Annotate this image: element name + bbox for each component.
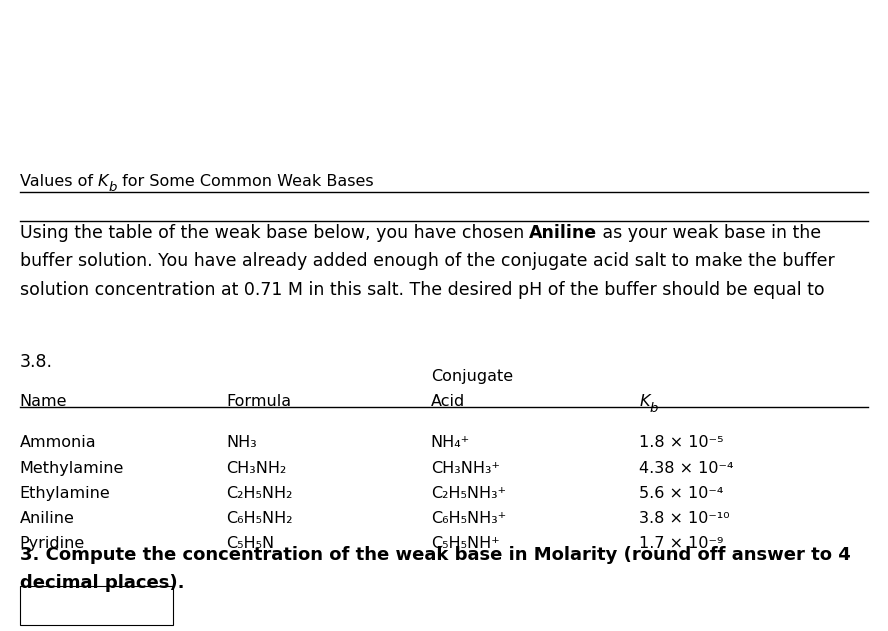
Text: 3. Compute the concentration of the weak base in Molarity (round off answer to 4: 3. Compute the concentration of the weak… [20, 546, 851, 564]
Text: Name: Name [20, 394, 67, 410]
Text: NH₄⁺: NH₄⁺ [431, 435, 470, 451]
Text: Aniline: Aniline [20, 511, 75, 526]
Text: as your weak base in the: as your weak base in the [598, 224, 821, 242]
Text: b: b [108, 181, 116, 194]
Text: Using the table of the weak base below, you have chosen: Using the table of the weak base below, … [20, 224, 529, 242]
Text: buffer solution. You have already added enough of the conjugate acid salt to mak: buffer solution. You have already added … [20, 252, 835, 271]
Text: 3.8 × 10⁻¹⁰: 3.8 × 10⁻¹⁰ [639, 511, 730, 526]
Text: C₂H₅NH₂: C₂H₅NH₂ [226, 486, 293, 501]
Text: Ammonia: Ammonia [20, 435, 96, 451]
Text: CH₃NH₂: CH₃NH₂ [226, 461, 287, 476]
Text: decimal places).: decimal places). [20, 574, 184, 593]
Text: Methylamine: Methylamine [20, 461, 124, 476]
Text: 4.38 × 10⁻⁴: 4.38 × 10⁻⁴ [639, 461, 733, 476]
Text: solution concentration at 0.71 M in this salt. The desired pH of the buffer shou: solution concentration at 0.71 M in this… [20, 281, 824, 299]
Text: Values of: Values of [20, 174, 98, 189]
Text: 1.8 × 10⁻⁵: 1.8 × 10⁻⁵ [639, 435, 724, 451]
Text: 1.7 × 10⁻⁹: 1.7 × 10⁻⁹ [639, 536, 724, 551]
Text: Conjugate: Conjugate [431, 369, 512, 384]
Text: C₅H₅NH⁺: C₅H₅NH⁺ [431, 536, 499, 551]
Text: for Some Common Weak Bases: for Some Common Weak Bases [116, 174, 373, 189]
Text: NH₃: NH₃ [226, 435, 258, 451]
Text: Formula: Formula [226, 394, 291, 410]
Text: Acid: Acid [431, 394, 465, 410]
Text: 5.6 × 10⁻⁴: 5.6 × 10⁻⁴ [639, 486, 724, 501]
Text: Ethylamine: Ethylamine [20, 486, 110, 501]
Text: C₂H₅NH₃⁺: C₂H₅NH₃⁺ [431, 486, 506, 501]
Text: b: b [650, 402, 658, 415]
Text: K: K [639, 394, 650, 410]
Text: CH₃NH₃⁺: CH₃NH₃⁺ [431, 461, 500, 476]
Text: C₅H₅N: C₅H₅N [226, 536, 274, 551]
Text: Pyridine: Pyridine [20, 536, 84, 551]
Text: Aniline: Aniline [529, 224, 598, 242]
FancyBboxPatch shape [20, 586, 173, 625]
Text: C₆H₅NH₃⁺: C₆H₅NH₃⁺ [431, 511, 506, 526]
Text: 3.8.: 3.8. [20, 353, 52, 372]
Text: K: K [98, 174, 108, 189]
Text: C₆H₅NH₂: C₆H₅NH₂ [226, 511, 293, 526]
